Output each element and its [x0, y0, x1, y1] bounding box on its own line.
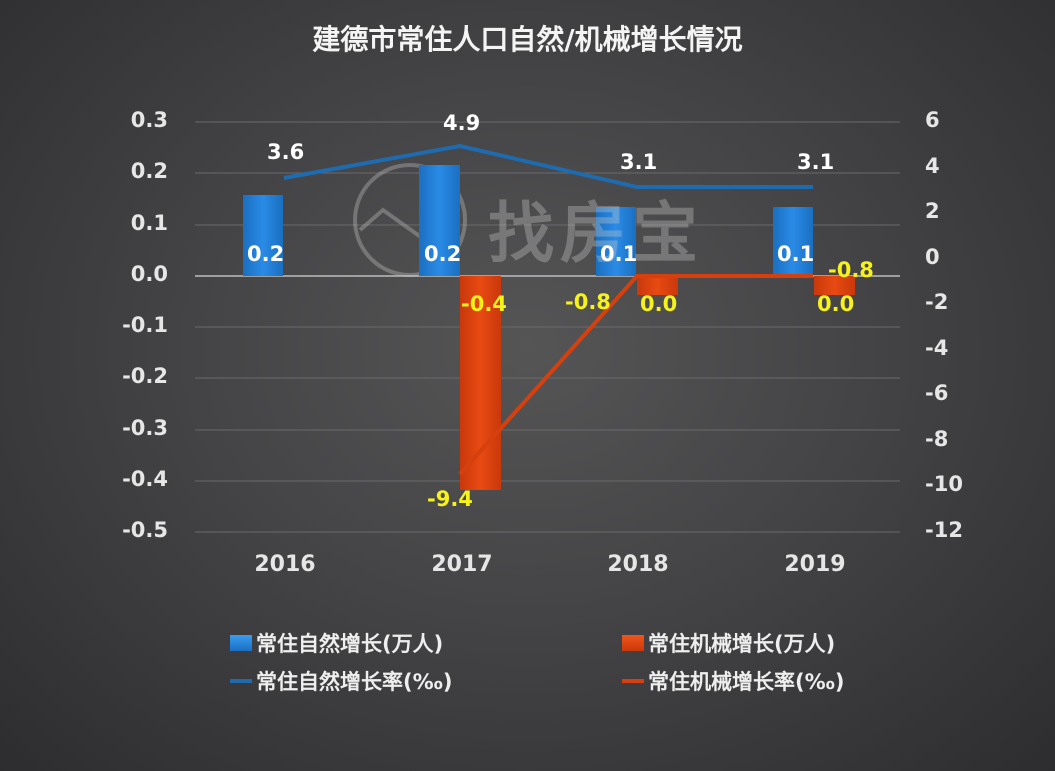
- x-axis-label: 2017: [431, 552, 493, 577]
- x-axis-label: 2018: [607, 552, 669, 577]
- data-label-natural: 0.1: [600, 242, 638, 266]
- data-label-natural: 0.2: [247, 242, 285, 266]
- watermark-logo-icon: [353, 163, 467, 277]
- left-axis-tick: 0.1: [130, 211, 168, 235]
- data-label-natural: 0.1: [777, 242, 815, 266]
- line-mechanical-rate: [458, 274, 813, 476]
- left-axis-tick: 0.3: [130, 108, 168, 132]
- left-axis-tick: -0.4: [122, 467, 168, 491]
- data-label-natural-rate: 3.6: [267, 140, 305, 164]
- right-axis-tick: -12: [925, 518, 963, 542]
- right-axis-tick: -6: [925, 381, 949, 405]
- left-axis-tick: -0.3: [122, 416, 168, 440]
- bar-natural-2019: [773, 207, 813, 276]
- bar-natural-2017: [419, 165, 460, 276]
- left-axis-tick: -0.5: [122, 518, 168, 542]
- legend-mechanical-growth: 常住机械增长(万人): [622, 628, 835, 658]
- data-label-mechanical-rate: -0.8: [828, 258, 874, 282]
- legend-label: 常住机械增长率(‰): [648, 670, 845, 694]
- data-label-mechanical: 0.0: [640, 292, 678, 316]
- right-axis-tick: 2: [925, 199, 940, 223]
- right-axis-tick: 0: [925, 245, 940, 269]
- legend-natural-growth: 常住自然增长(万人): [230, 628, 443, 658]
- right-axis-tick: -4: [925, 336, 949, 360]
- x-axis-label: 2016: [254, 552, 316, 577]
- data-label-natural-rate: 3.1: [797, 150, 835, 174]
- line-natural-rate: [283, 143, 813, 189]
- legend-swatch-blue-line-icon: [230, 679, 252, 683]
- bar-mechanical-2017: [460, 276, 501, 490]
- bar-mechanical-2019: [814, 276, 855, 295]
- left-axis-tick: 0.2: [130, 159, 168, 183]
- data-label-mechanical-rate: -9.4: [427, 487, 473, 511]
- legend-label: 常住机械增长(万人): [648, 632, 836, 656]
- legend-swatch-orange-bar-icon: [622, 635, 644, 651]
- legend-swatch-orange-line-icon: [622, 679, 644, 683]
- watermark-text: 找房宝: [488, 195, 704, 272]
- legend-natural-rate: 常住自然增长率(‰): [230, 666, 452, 696]
- right-axis-tick: -2: [925, 290, 949, 314]
- legend-label: 常住自然增长(万人): [256, 632, 444, 656]
- left-axis-tick: 0.0: [130, 262, 168, 286]
- x-axis-label: 2019: [784, 552, 846, 577]
- legend-mechanical-rate: 常住机械增长率(‰): [622, 666, 844, 696]
- data-label-mechanical: 0.0: [817, 292, 855, 316]
- right-axis-tick: 6: [925, 108, 940, 132]
- data-label-natural-rate: 3.1: [620, 150, 658, 174]
- data-label-mechanical-rate: -0.8: [565, 290, 611, 314]
- right-axis-tick: 4: [925, 154, 940, 178]
- chart-title: 建德市常住人口自然/机械增长情况: [312, 23, 743, 56]
- bar-mechanical-2018: [637, 276, 678, 295]
- left-axis-tick: -0.1: [122, 313, 168, 337]
- legend-label: 常住自然增长率(‰): [256, 670, 453, 694]
- data-label-mechanical: -0.4: [461, 292, 507, 316]
- bar-natural-2018: [596, 207, 636, 276]
- right-axis-tick: -8: [925, 427, 949, 451]
- right-axis-tick: -10: [925, 472, 963, 496]
- legend-swatch-blue-bar-icon: [230, 635, 252, 651]
- data-label-natural-rate: 4.9: [443, 111, 481, 135]
- left-axis-tick: -0.2: [122, 364, 168, 388]
- bar-natural-2016: [243, 195, 283, 276]
- data-label-natural: 0.2: [424, 242, 462, 266]
